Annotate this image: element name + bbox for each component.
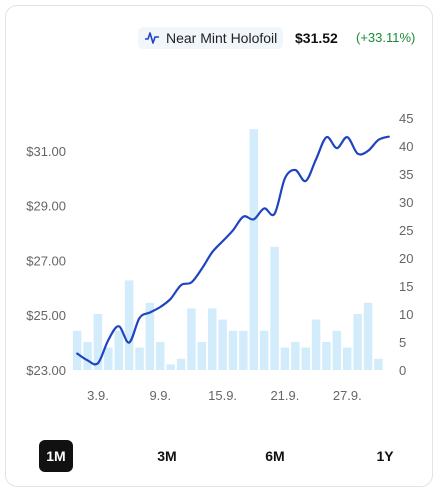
y-left-tick-label: $31.00 bbox=[26, 144, 66, 159]
x-tick-label: 15.9. bbox=[208, 388, 237, 403]
y-right-tick-label: 40 bbox=[399, 139, 413, 154]
volume-bar bbox=[124, 280, 134, 370]
range-6m-button[interactable]: 6M bbox=[265, 448, 285, 464]
volume-bar bbox=[208, 308, 217, 370]
volume-bar bbox=[156, 342, 165, 370]
price-change: (+33.11%) bbox=[356, 30, 416, 45]
y-axis-left-ticks: $23.00 $25.00 $27.00 $29.00 $31.00 bbox=[26, 144, 66, 378]
y-right-tick-label: 30 bbox=[399, 195, 413, 210]
y-left-tick-label: $27.00 bbox=[26, 253, 66, 268]
y-left-tick-label: $25.00 bbox=[26, 308, 66, 323]
y-right-tick-label: 5 bbox=[399, 335, 406, 350]
volume-bar bbox=[218, 319, 227, 370]
volume-bar bbox=[72, 330, 82, 370]
y-right-tick-label: 15 bbox=[399, 279, 413, 294]
volume-bar bbox=[104, 347, 113, 370]
x-axis-ticks: 3.9. 9.9. 15.9. 21.9. 27.9. bbox=[87, 388, 362, 403]
x-tick-label: 21.9. bbox=[270, 388, 299, 403]
volume-bar bbox=[239, 330, 248, 370]
y-right-tick-label: 0 bbox=[399, 363, 406, 378]
line-chart-icon bbox=[144, 31, 160, 45]
x-tick-label: 27.9. bbox=[333, 388, 362, 403]
y-left-tick-label: $23.00 bbox=[26, 363, 66, 378]
volume-bar bbox=[280, 347, 290, 370]
y-right-tick-label: 35 bbox=[399, 167, 413, 182]
y-right-tick-label: 10 bbox=[399, 307, 413, 322]
volume-bar bbox=[187, 308, 196, 370]
volume-bar bbox=[291, 342, 300, 370]
volume-bar bbox=[353, 314, 362, 370]
x-tick-label: 3.9. bbox=[87, 388, 109, 403]
volume-bar bbox=[322, 342, 331, 370]
volume-bar bbox=[259, 330, 269, 370]
x-tick-label: 9.9. bbox=[149, 388, 171, 403]
volume-bar bbox=[343, 347, 352, 370]
series-legend: Near Mint Holofoil bbox=[138, 27, 284, 49]
volume-bar bbox=[83, 342, 92, 370]
y-axis-right-ticks: 0 5 10 15 20 25 30 35 40 45 bbox=[399, 111, 413, 378]
volume-bar bbox=[114, 330, 123, 370]
current-price: $31.52 bbox=[295, 30, 338, 46]
y-right-tick-label: 20 bbox=[399, 251, 413, 266]
y-right-tick-label: 45 bbox=[399, 111, 413, 126]
price-line-layer bbox=[76, 135, 390, 366]
y-left-tick-label: $29.00 bbox=[26, 199, 66, 214]
volume-bar bbox=[332, 330, 342, 370]
range-1y-button[interactable]: 1Y bbox=[376, 448, 394, 464]
volume-bar bbox=[145, 302, 155, 370]
time-range-selector: 1M 3M 6M 1Y bbox=[0, 440, 440, 472]
volume-bar bbox=[135, 347, 144, 370]
price-line bbox=[76, 135, 390, 366]
range-3m-button[interactable]: 3M bbox=[157, 448, 177, 464]
volume-bars bbox=[72, 129, 383, 370]
volume-bar bbox=[197, 342, 207, 370]
volume-bar bbox=[249, 129, 258, 370]
volume-bar bbox=[228, 330, 238, 370]
volume-bar bbox=[270, 246, 279, 370]
volume-bar bbox=[176, 358, 186, 370]
volume-bar bbox=[363, 302, 373, 370]
y-right-tick-label: 25 bbox=[399, 223, 413, 238]
range-1m-button[interactable]: 1M bbox=[39, 440, 73, 472]
volume-bar bbox=[374, 358, 383, 370]
volume-bar bbox=[93, 314, 103, 370]
volume-bar bbox=[311, 319, 321, 370]
volume-bar bbox=[301, 347, 310, 370]
series-name: Near Mint Holofoil bbox=[166, 30, 278, 46]
volume-bar bbox=[166, 364, 175, 370]
